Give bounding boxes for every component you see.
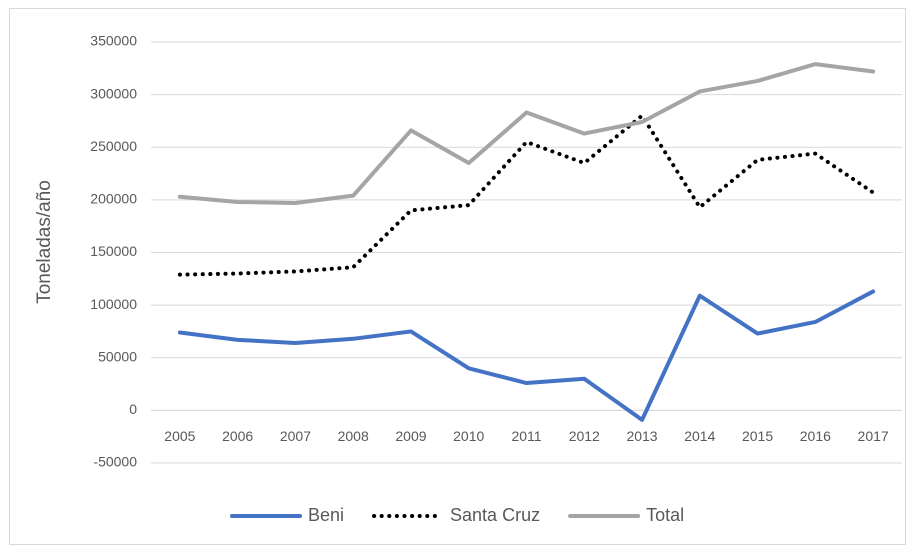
series-line — [177, 113, 876, 277]
x-tick-label: 2007 — [280, 428, 311, 444]
x-tick-label: 2010 — [453, 428, 484, 444]
x-tick-label: 2013 — [626, 428, 657, 444]
y-tick-label: 250000 — [90, 138, 137, 154]
y-axis-title: Toneladas/año — [34, 180, 55, 304]
y-tick-label: -50000 — [93, 454, 137, 470]
legend-label: Beni — [308, 505, 344, 525]
x-tick-label: 2009 — [395, 428, 426, 444]
y-tick-label: 50000 — [98, 348, 137, 364]
legend-label: Santa Cruz — [450, 505, 540, 525]
series-line — [177, 62, 876, 206]
x-tick-label: 2012 — [569, 428, 600, 444]
y-tick-label: 100000 — [90, 296, 137, 312]
chart-border — [9, 8, 906, 545]
y-tick-label: 300000 — [90, 85, 137, 101]
x-tick-label: 2006 — [222, 428, 253, 444]
y-tick-label: 150000 — [90, 243, 137, 259]
x-tick-label: 2017 — [858, 428, 889, 444]
y-tick-label: 200000 — [90, 191, 137, 207]
y-tick-label: 350000 — [90, 33, 137, 49]
x-tick-label: 2016 — [800, 428, 831, 444]
series-line — [177, 289, 876, 422]
x-tick-label: 2014 — [684, 428, 715, 444]
x-tick-label: 2005 — [164, 428, 195, 444]
x-tick-label: 2011 — [511, 428, 541, 444]
x-tick-label: 2015 — [742, 428, 773, 444]
x-tick-label: 2008 — [338, 428, 369, 444]
legend-label: Total — [646, 505, 684, 525]
y-tick-label: 0 — [129, 401, 137, 417]
